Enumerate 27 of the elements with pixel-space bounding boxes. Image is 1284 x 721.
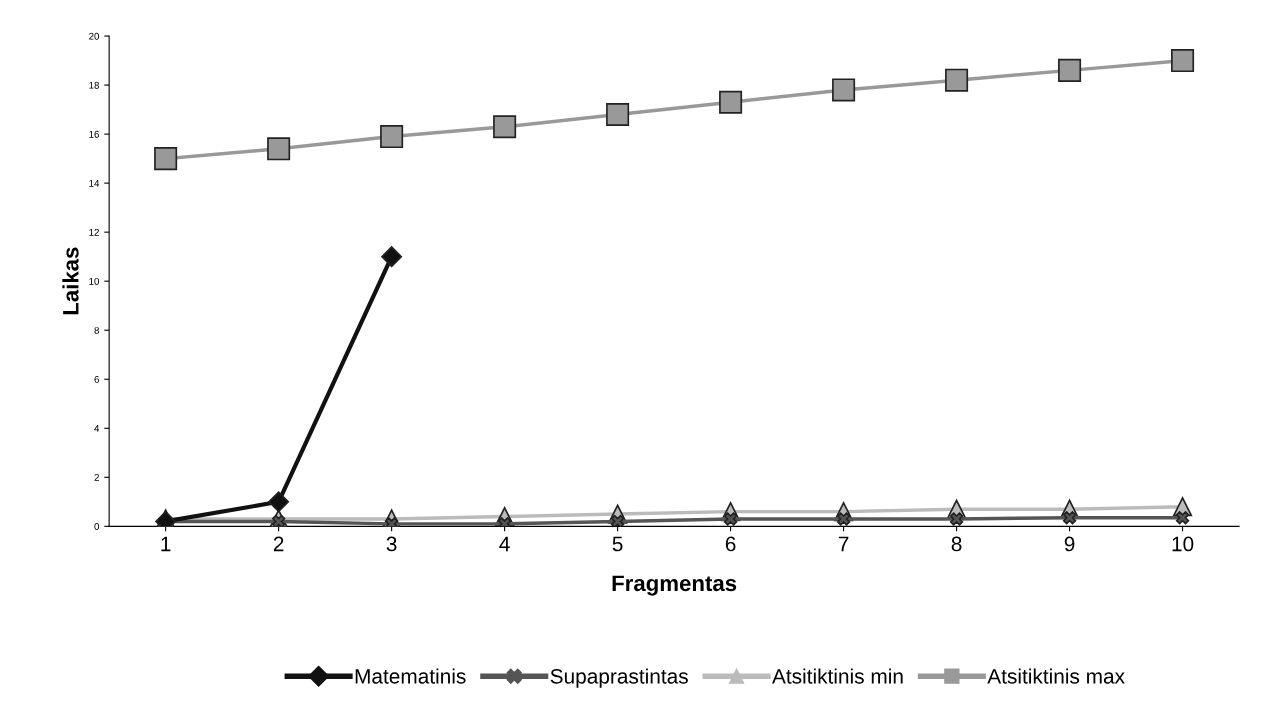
y-tick-label: 16 [89, 130, 99, 138]
y-tick-label: 2 [94, 474, 99, 481]
y-tick-label: 6 [94, 375, 99, 383]
x-tick-label: 9 [1064, 536, 1075, 552]
legend-label: Supaprastintas [550, 668, 688, 688]
x-tick-label: 3 [386, 536, 397, 552]
x-axis-title: Fragmentas [612, 575, 737, 596]
x-tick-label: 10 [1172, 536, 1194, 552]
x-tick-label: 8 [951, 536, 962, 552]
x-tick-label: 7 [838, 536, 849, 552]
y-tick-label: 18 [89, 81, 99, 89]
y-axis-title: Laikas [62, 247, 79, 315]
y-tick-label: 12 [89, 228, 99, 236]
x-tick-label: 1 [161, 536, 171, 552]
y-tick-label: 20 [89, 32, 100, 40]
y-tick-label: 8 [94, 326, 99, 334]
legend-label: Atsitiktinis min [772, 668, 903, 684]
y-tick-label: 14 [89, 179, 100, 187]
x-tick-label: 6 [725, 536, 736, 552]
y-tick-label: 0 [94, 523, 100, 530]
legend-label: Atsitiktinis max [987, 668, 1125, 684]
x-tick-label: 2 [273, 536, 284, 552]
x-tick-label: 5 [612, 536, 623, 552]
legend-label: Matematinis [355, 668, 466, 684]
y-tick-label: 10 [89, 277, 100, 285]
y-tick-label: 4 [94, 425, 100, 432]
x-tick-label: 4 [499, 536, 510, 552]
